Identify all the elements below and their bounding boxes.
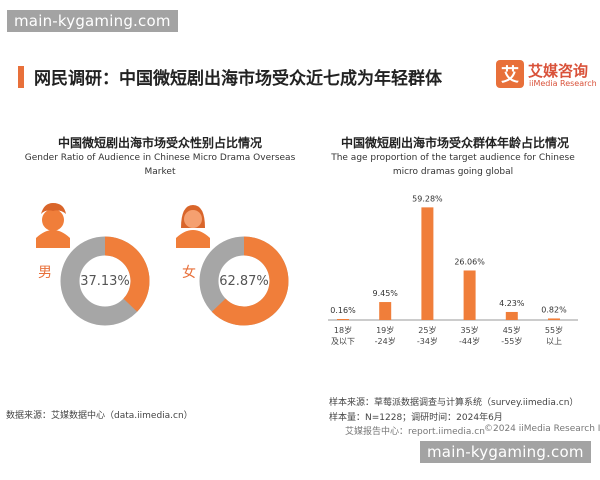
x-tick-label: 45岁: [503, 325, 521, 335]
female-percentage-label: 62.87%: [219, 274, 269, 289]
x-tick-label: 及以下: [331, 337, 355, 346]
footer-sample-source: 样本来源：草莓派数据调查与计算系统（survey.iimedia.cn）: [329, 398, 579, 408]
x-tick-label: 55岁: [545, 325, 563, 335]
bar-value-label: 59.28%: [412, 194, 443, 203]
male-percentage-label: 37.13%: [80, 274, 130, 289]
watermark-bottom: main-kygaming.com: [420, 441, 591, 463]
bar: [379, 302, 392, 320]
female-label: 女: [182, 264, 196, 281]
left-chart-title-cn: 中国微短剧出海市场受众性别占比情况: [57, 136, 262, 150]
bar: [421, 207, 434, 320]
bar: [548, 318, 560, 320]
bar-value-label: 0.16%: [330, 306, 356, 315]
bar-value-label: 9.45%: [372, 289, 398, 298]
female-avatar-icon: [176, 205, 210, 248]
brand-name-cn: 艾媒咨询: [528, 62, 589, 80]
bar-value-label: 4.23%: [499, 299, 525, 308]
left-chart-title-en: Gender Ratio of Audience in Chinese Micr…: [24, 153, 296, 177]
female-donut-chart: [199, 236, 289, 326]
page-title: 网民调研：中国微短剧出海市场受众近七成为年轻群体: [34, 69, 442, 89]
footer-report-center: 艾媒报告中心：report.iimedia.cn: [345, 427, 485, 437]
x-tick-label: 19岁: [376, 325, 394, 335]
male-avatar-icon: [36, 203, 70, 248]
x-tick-label: -24岁: [375, 336, 396, 346]
x-tick-label: 18岁: [334, 325, 352, 335]
x-tick-label: 35岁: [461, 325, 479, 335]
watermark-top: main-kygaming.com: [7, 10, 178, 32]
x-tick-label: -34岁: [417, 336, 438, 346]
male-label: 男: [38, 265, 52, 281]
title-accent-bar: [18, 66, 24, 88]
x-tick-label: 以上: [546, 337, 562, 346]
bar: [463, 270, 476, 320]
brand-logo-icon: 艾: [496, 60, 524, 88]
right-chart-title-cn: 中国微短剧出海市场受众群体年龄占比情况: [340, 136, 569, 150]
x-tick-label: -55岁: [501, 336, 522, 346]
donut-value-slice: [104, 236, 150, 312]
bar: [337, 319, 349, 320]
bar: [505, 311, 518, 320]
male-donut-chart: [60, 236, 150, 326]
x-tick-label: 25岁: [418, 325, 436, 335]
footer-sample-size: 样本量：N=1228；调研时间：2024年6月: [329, 413, 503, 423]
bar-value-label: 26.06%: [454, 257, 485, 266]
footer-copyright: ©2024 iiMedia Research Inc: [484, 424, 600, 434]
bar-value-label: 0.82%: [541, 305, 567, 314]
right-chart-title-en: The age proportion of the target audienc…: [331, 153, 575, 177]
footer-data-source: 数据来源：艾媒数据中心（data.iimedia.cn）: [6, 411, 193, 421]
x-tick-label: -44岁: [459, 336, 480, 346]
donut-value-slice: [211, 236, 289, 326]
brand-name-en: iiMedia Research: [529, 79, 597, 88]
